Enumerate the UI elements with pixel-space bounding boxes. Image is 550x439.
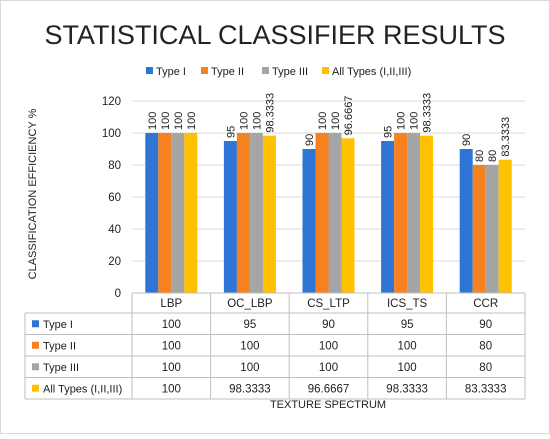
data-label: 83.3333 xyxy=(500,117,512,157)
bar xyxy=(262,135,276,293)
bar xyxy=(236,133,250,293)
x-tick-label: ICS_TS xyxy=(387,298,428,310)
legend-label: Type III xyxy=(272,66,308,78)
table-row-label: Type II xyxy=(43,340,76,352)
bar xyxy=(171,133,185,293)
table-row-label: Type III xyxy=(43,362,79,374)
table-cell: 80 xyxy=(479,340,492,352)
data-label: 95 xyxy=(225,126,237,138)
table-cell: 100 xyxy=(398,362,417,374)
y-axis: 0 20 40 60 80 100 120 xyxy=(102,96,121,300)
data-label: 100 xyxy=(330,112,342,130)
bar xyxy=(341,138,355,293)
table-cell: 100 xyxy=(398,340,417,352)
data-label: 100 xyxy=(317,112,329,130)
data-label: 95 xyxy=(383,126,395,138)
data-label: 90 xyxy=(461,134,473,146)
legend-label: Type I xyxy=(156,66,186,78)
data-label: 100 xyxy=(409,112,421,130)
table-cell: 96.6667 xyxy=(308,383,350,395)
data-label: 100 xyxy=(396,112,408,130)
table-cell: 98.3333 xyxy=(229,383,271,395)
legend-label: Type II xyxy=(211,66,244,78)
table-cell: 100 xyxy=(162,340,181,352)
table-cell: 100 xyxy=(162,383,181,395)
data-label: 80 xyxy=(487,150,499,162)
legend-swatch xyxy=(146,67,153,74)
table-row-swatch xyxy=(32,363,39,371)
data-label: 100 xyxy=(173,112,185,130)
table-cell: 90 xyxy=(479,319,492,331)
table-cell: 95 xyxy=(401,319,414,331)
table-cell: 90 xyxy=(322,319,335,331)
bar xyxy=(485,165,499,293)
table-cell: 100 xyxy=(240,362,259,374)
y-tick-label: 80 xyxy=(108,160,121,172)
y-tick-label: 0 xyxy=(115,288,121,300)
bar xyxy=(394,133,408,293)
bars xyxy=(145,133,512,293)
table-cell: 98.3333 xyxy=(386,383,428,395)
data-label: 100 xyxy=(147,112,159,130)
y-axis-title: CLASSIFICATION EFFICIENCY % xyxy=(27,108,39,279)
bar xyxy=(184,133,198,293)
x-tick-label: LBP xyxy=(160,298,182,310)
bar xyxy=(328,133,342,293)
table-cell: 95 xyxy=(244,319,257,331)
bar xyxy=(472,165,486,293)
y-tick-label: 40 xyxy=(108,224,121,236)
bar xyxy=(249,133,263,293)
data-label: 90 xyxy=(304,134,316,146)
bar xyxy=(381,141,395,293)
bar xyxy=(315,133,329,293)
bar xyxy=(498,159,512,293)
chart-title: STATISTICAL CLASSIFIER RESULTS xyxy=(44,20,505,50)
data-table: LBP OC_LBP CS_LTP ICS_TS CCR Type I 100 95 90 95 9… xyxy=(24,292,526,400)
table-cell: 100 xyxy=(319,362,338,374)
bar xyxy=(407,133,421,293)
table-cell: 80 xyxy=(479,362,492,374)
data-label: 96.6667 xyxy=(343,96,355,136)
legend-swatch xyxy=(201,67,208,74)
legend-swatch xyxy=(262,67,269,74)
data-label: 100 xyxy=(160,112,172,130)
legend-swatch xyxy=(322,67,329,74)
data-label: 100 xyxy=(251,112,263,130)
data-label: 98.3333 xyxy=(264,93,276,133)
bar xyxy=(158,133,172,293)
x-tick-label: CS_LTP xyxy=(307,298,350,310)
data-label: 100 xyxy=(238,112,250,130)
table-cell: 100 xyxy=(240,340,259,352)
table-cell: 100 xyxy=(162,362,181,374)
legend: Type I Type II Type III All Types (I,II,III… xyxy=(146,66,411,78)
x-tick-label: OC_LBP xyxy=(227,298,273,310)
x-axis-title: TEXTURE SPECTRUM xyxy=(270,399,386,411)
table-row-swatch xyxy=(32,384,39,392)
legend-label: All Types (I,II,III) xyxy=(332,66,411,78)
table-row-label: All Types (I,II,III) xyxy=(43,383,122,395)
y-tick-label: 20 xyxy=(108,256,121,268)
table-cell: 83.3333 xyxy=(465,383,507,395)
table-cell: 100 xyxy=(319,340,338,352)
table-cell: 100 xyxy=(162,319,181,331)
bar xyxy=(459,149,473,293)
y-tick-label: 120 xyxy=(102,96,121,108)
bar xyxy=(145,133,159,293)
bar xyxy=(302,149,316,293)
table-row-swatch xyxy=(32,320,39,328)
y-tick-label: 100 xyxy=(102,128,121,140)
table-row-swatch xyxy=(32,341,39,349)
bar xyxy=(420,135,434,293)
data-label: 80 xyxy=(474,150,486,162)
table-row-label: Type I xyxy=(43,319,73,331)
bar xyxy=(223,141,237,293)
data-label: 98.3333 xyxy=(422,93,434,133)
x-tick-label: CCR xyxy=(473,298,498,310)
data-label: 100 xyxy=(186,112,198,130)
y-tick-label: 60 xyxy=(108,192,121,204)
